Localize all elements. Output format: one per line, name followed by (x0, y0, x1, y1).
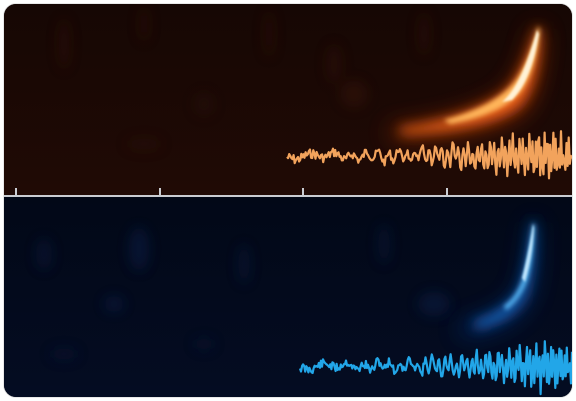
bottom-chirp-signal (459, 219, 536, 334)
figure-frame (4, 4, 572, 397)
top-panel-background (4, 4, 572, 195)
bottom-waveform-trace (298, 340, 572, 396)
top-noise (58, 6, 430, 150)
top-waveform-trace (286, 130, 572, 180)
bottom-spectrogram-panel (4, 197, 572, 397)
top-chirp-signal (389, 26, 542, 138)
top-spectrogram-panel (4, 4, 572, 195)
spectrogram-figure (4, 4, 572, 397)
bottom-noise (36, 224, 450, 360)
